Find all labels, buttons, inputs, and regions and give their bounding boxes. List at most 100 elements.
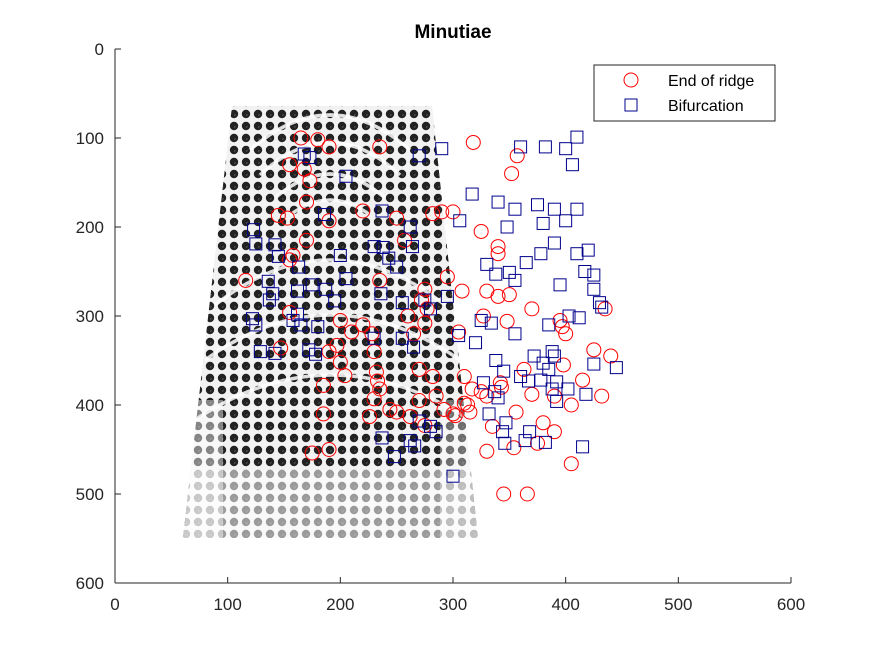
bifurcation-point [489,354,503,367]
bifurcation-point [412,149,426,163]
end-of-ridge-point [456,369,472,385]
bifurcation-point [508,273,522,287]
bifurcation-point [249,318,263,332]
bifurcation-point [545,345,559,359]
bifurcation-point [294,318,308,332]
bifurcation-point [408,439,422,453]
end-of-ridge-point [417,315,433,331]
bifurcation-point [609,361,623,375]
bifurcation-point [559,214,573,228]
end-of-ridge-point [428,388,444,404]
end-of-ridge-point [462,404,478,420]
y-tick-label: 300 [76,307,104,326]
bifurcation-point [318,208,332,222]
end-of-ridge-point [490,288,506,304]
bifurcation-point [531,198,544,212]
end-of-ridge-point [490,246,506,262]
bifurcation-point [508,327,522,341]
bifurcation-point [465,187,479,201]
bifurcation-point [405,240,419,254]
bifurcation-point [547,349,561,363]
end-of-ridge-point [419,301,435,317]
end-of-ridge-point [594,388,610,404]
bifurcation-point [550,375,564,389]
bifurcation-point [518,434,532,448]
bifurcation-point [497,364,511,378]
end-of-ridge-point [282,304,298,320]
end-of-ridge-point [344,324,360,340]
bifurcation-point [469,336,483,350]
bifurcation-point [500,220,514,234]
bifurcation-point [570,247,584,261]
bifurcation-point [268,346,282,360]
bifurcation-point [578,265,592,278]
bifurcation-point [559,142,573,156]
end-of-ridge-point [501,287,517,303]
end-of-ridge-point [484,418,500,434]
bifurcation-point [561,382,575,396]
bifurcation-point [440,289,454,303]
end-of-ridge-point [465,134,481,150]
bifurcation-point [474,313,488,327]
end-of-ridge-point [586,342,602,358]
x-tick-label: 200 [326,595,354,614]
bifurcation-point [303,151,317,165]
end-of-ridge-point [302,173,318,189]
bifurcation-point [480,257,494,271]
end-of-ridge-point [508,404,524,420]
bifurcation-point [429,425,443,439]
bifurcation-point [446,469,460,483]
bifurcation-point [249,237,263,251]
end-of-ridge-point [558,326,574,342]
bifurcation-point [375,204,389,218]
bifurcation-point [565,158,579,172]
series-bifurcation [245,130,623,483]
bifurcation-point [291,284,305,298]
legend-marker-bifurcation [624,98,638,112]
bifurcation-point [435,142,449,156]
bifurcation-point [534,247,548,261]
end-of-ridge-point [238,272,254,288]
bifurcation-point [542,362,556,376]
bifurcation-point [587,282,601,296]
bifurcation-point [374,287,388,301]
series-end-of-ridge [238,130,619,502]
end-of-ridge-point [473,223,489,239]
legend-marker-end-of-ridge [623,72,639,88]
end-of-ridge-point [389,210,405,226]
end-of-ridge-point [372,139,388,155]
end-of-ridge-point [332,312,348,328]
bifurcation-point [395,296,409,310]
end-of-ridge-point [411,361,427,377]
bifurcation-point [523,425,537,439]
end-of-ridge-point [382,401,398,417]
end-of-ridge-point [368,364,384,380]
end-of-ridge-point [490,239,506,255]
legend-box [593,64,776,122]
bifurcation-point [579,387,593,401]
end-of-ridge-point [315,377,331,393]
bifurcation-point [592,296,606,310]
bifurcation-point [538,140,552,154]
bifurcation-point [553,278,567,292]
x-tick-label: 600 [777,595,805,614]
end-of-ridge-point [282,252,298,268]
bifurcation-point [491,195,505,209]
bifurcation-point [395,331,409,345]
end-of-ridge-point [454,283,470,299]
bifurcation-point [570,202,584,216]
bifurcation-point [562,309,576,323]
bifurcation-point [538,435,552,449]
bifurcation-point [339,272,353,286]
bifurcation-point [587,357,601,371]
bifurcation-point [527,349,541,363]
bifurcation-point [319,282,333,296]
bifurcation-point [309,347,323,361]
bifurcation-point [292,260,306,274]
end-of-ridge-point [451,324,467,340]
bifurcation-point [253,345,267,359]
bifurcation-point [536,216,550,230]
end-of-ridge-point [439,269,455,285]
end-of-ridge-point [425,369,441,385]
end-of-ridge-point [447,408,463,424]
